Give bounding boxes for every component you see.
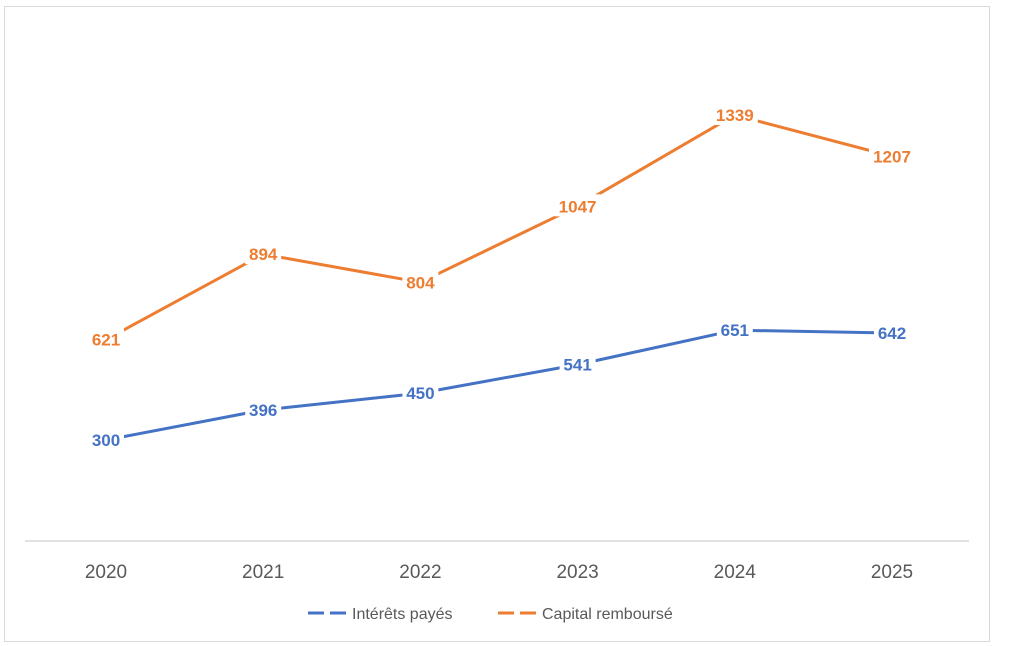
- data-label-background: [554, 194, 601, 217]
- data-label-background: [402, 381, 439, 404]
- data-label-background: [716, 318, 753, 341]
- data-label-background: [402, 270, 439, 293]
- x-tick-label: 2024: [714, 562, 757, 583]
- x-tick-label: 2022: [399, 562, 441, 583]
- data-label-background: [245, 242, 282, 265]
- data-label-background: [869, 144, 915, 167]
- data-label: 1047: [559, 197, 597, 216]
- data-label-background: [711, 103, 758, 125]
- data-label: 1339: [716, 106, 754, 125]
- legend-label-interets: Intérêts payés: [352, 606, 453, 623]
- data-label: 450: [406, 384, 434, 403]
- data-label-background: [88, 428, 124, 450]
- x-tick-label: 2021: [242, 562, 284, 583]
- data-label: 804: [406, 273, 435, 292]
- chart-frame: 2020 2021 2022 2023 2024 2025 300 396 450 541 651 6…: [4, 6, 990, 642]
- data-label: 651: [721, 321, 749, 340]
- data-label: 396: [249, 401, 277, 420]
- x-tick-label: 2020: [85, 562, 127, 583]
- data-label: 300: [92, 431, 120, 450]
- data-label-background: [559, 352, 596, 375]
- legend-label-capital: Capital remboursé: [542, 606, 673, 623]
- data-label: 621: [92, 331, 120, 350]
- data-label: 1207: [873, 147, 911, 166]
- series-line-interets: [104, 328, 894, 442]
- data-label-background: [88, 327, 124, 350]
- series-line-capital: [104, 113, 894, 342]
- data-label: 642: [878, 324, 906, 343]
- data-label-background: [874, 321, 910, 344]
- data-label-background: [245, 397, 282, 420]
- data-label: 894: [249, 245, 278, 264]
- x-tick-label: 2025: [871, 562, 913, 583]
- data-label: 541: [563, 356, 591, 375]
- x-tick-label: 2023: [556, 562, 598, 583]
- line-chart: 2020 2021 2022 2023 2024 2025 300 396 450 541 651 6…: [25, 103, 969, 623]
